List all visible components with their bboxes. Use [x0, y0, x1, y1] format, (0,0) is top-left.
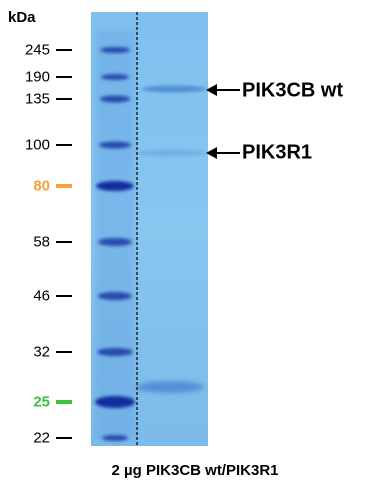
ladder-band-190	[101, 74, 129, 80]
ladder-band-46	[98, 292, 132, 300]
ladder-band-58	[98, 238, 132, 246]
ladder-band-22	[102, 435, 128, 441]
mw-tick-135	[56, 98, 72, 100]
mw-tick-190	[56, 76, 72, 78]
mw-label-22: 22	[33, 429, 50, 447]
arrow-pik3r1	[206, 147, 240, 159]
ladder-band-80	[96, 181, 134, 191]
mw-label-135: 135	[24, 90, 50, 108]
sample-band-low	[136, 381, 204, 393]
ladder-band-32	[97, 348, 133, 356]
mw-tick-32	[56, 351, 72, 353]
mw-tick-245	[56, 49, 72, 51]
mw-tick-100	[56, 144, 72, 146]
band-label-pik3r1: PIK3R1	[242, 141, 313, 164]
band-label-pik3cb: PIK3CB wt	[242, 79, 344, 102]
mw-label-100: 100	[24, 136, 50, 154]
arrow-pik3cb	[206, 84, 240, 96]
mw-tick-25	[56, 400, 72, 404]
mw-label-25: 25	[33, 393, 50, 411]
sample-band-pik3r1	[138, 149, 206, 157]
mw-label-190: 190	[24, 68, 50, 86]
mw-tick-22	[56, 437, 72, 439]
lane-caption: 2 µg PIK3CB wt/PIK3R1	[111, 462, 279, 479]
kda-unit-label: kDa	[8, 9, 36, 26]
ladder-band-135	[100, 95, 130, 103]
sample-bands	[136, 85, 206, 393]
ladder-lane-smear	[95, 30, 135, 440]
ladder-band-245	[100, 47, 130, 53]
mw-label-245: 245	[24, 41, 50, 59]
mw-tick-58	[56, 241, 72, 243]
ladder-band-100	[99, 141, 131, 149]
sample-band-pik3cb	[142, 85, 206, 93]
mw-label-46: 46	[33, 287, 50, 305]
ladder-band-25	[95, 396, 135, 408]
ladder-bands	[95, 47, 135, 441]
mw-tick-80	[56, 184, 72, 188]
mw-label-80: 80	[33, 177, 50, 195]
mw-label-58: 58	[33, 233, 50, 251]
mw-label-32: 32	[33, 343, 50, 361]
mw-tick-46	[56, 295, 72, 297]
